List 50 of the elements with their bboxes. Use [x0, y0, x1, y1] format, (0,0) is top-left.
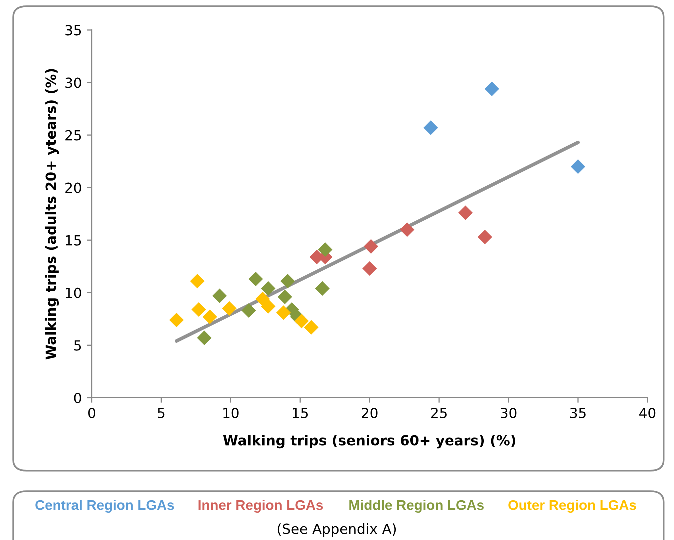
point	[484, 82, 500, 96]
x-axis-title: Walking trips (seniors 60+ years) (%)	[223, 435, 516, 449]
x-tick-label: 15	[293, 408, 308, 418]
y-tick-label: 15	[66, 236, 82, 246]
point	[570, 160, 586, 174]
point	[261, 281, 276, 296]
point	[424, 120, 438, 136]
point	[318, 242, 333, 258]
point	[278, 290, 292, 304]
x-tick-label: 30	[501, 408, 517, 418]
x-tick-label: 5	[158, 408, 165, 418]
x-tick-label: 25	[432, 408, 447, 418]
point	[169, 312, 184, 328]
text: (See Appendix A)	[278, 524, 396, 537]
point	[294, 314, 310, 329]
y-tick-label: 10	[66, 288, 82, 298]
point	[192, 302, 206, 318]
x-tick-label: 0	[88, 408, 96, 418]
point	[280, 274, 296, 289]
y-tick-label: 0	[74, 392, 82, 404]
text: Outer Region LGAs	[508, 500, 636, 514]
point	[276, 306, 292, 320]
y-tick-label: 30	[66, 78, 82, 88]
point	[212, 288, 228, 304]
x-tick-label: 20	[362, 408, 378, 418]
point	[190, 274, 205, 289]
y-tick-label: 35	[66, 25, 82, 36]
point	[248, 272, 264, 287]
point	[400, 222, 415, 238]
text: Middle Region LGAs	[350, 500, 484, 514]
y-tick-label: 20	[66, 182, 82, 194]
x-tick-label: 40	[640, 408, 656, 418]
point	[362, 261, 378, 276]
y-axis-title: Walking trips (adults 20+ ytears) (%)	[46, 69, 60, 360]
y-tick-label: 5	[74, 340, 82, 351]
text: Inner Region LGAs	[198, 500, 324, 514]
y-tick-label: 25	[66, 130, 82, 141]
point	[261, 299, 276, 314]
point	[197, 330, 212, 346]
point	[364, 239, 379, 254]
point	[202, 310, 218, 324]
point	[458, 206, 473, 220]
point	[242, 303, 256, 318]
point	[304, 320, 319, 335]
point	[315, 281, 330, 296]
text: Central Region LGAs	[36, 500, 174, 514]
point	[478, 230, 492, 245]
x-tick-label: 35	[570, 408, 586, 418]
x-tick-label: 10	[224, 408, 239, 418]
point	[222, 301, 237, 316]
